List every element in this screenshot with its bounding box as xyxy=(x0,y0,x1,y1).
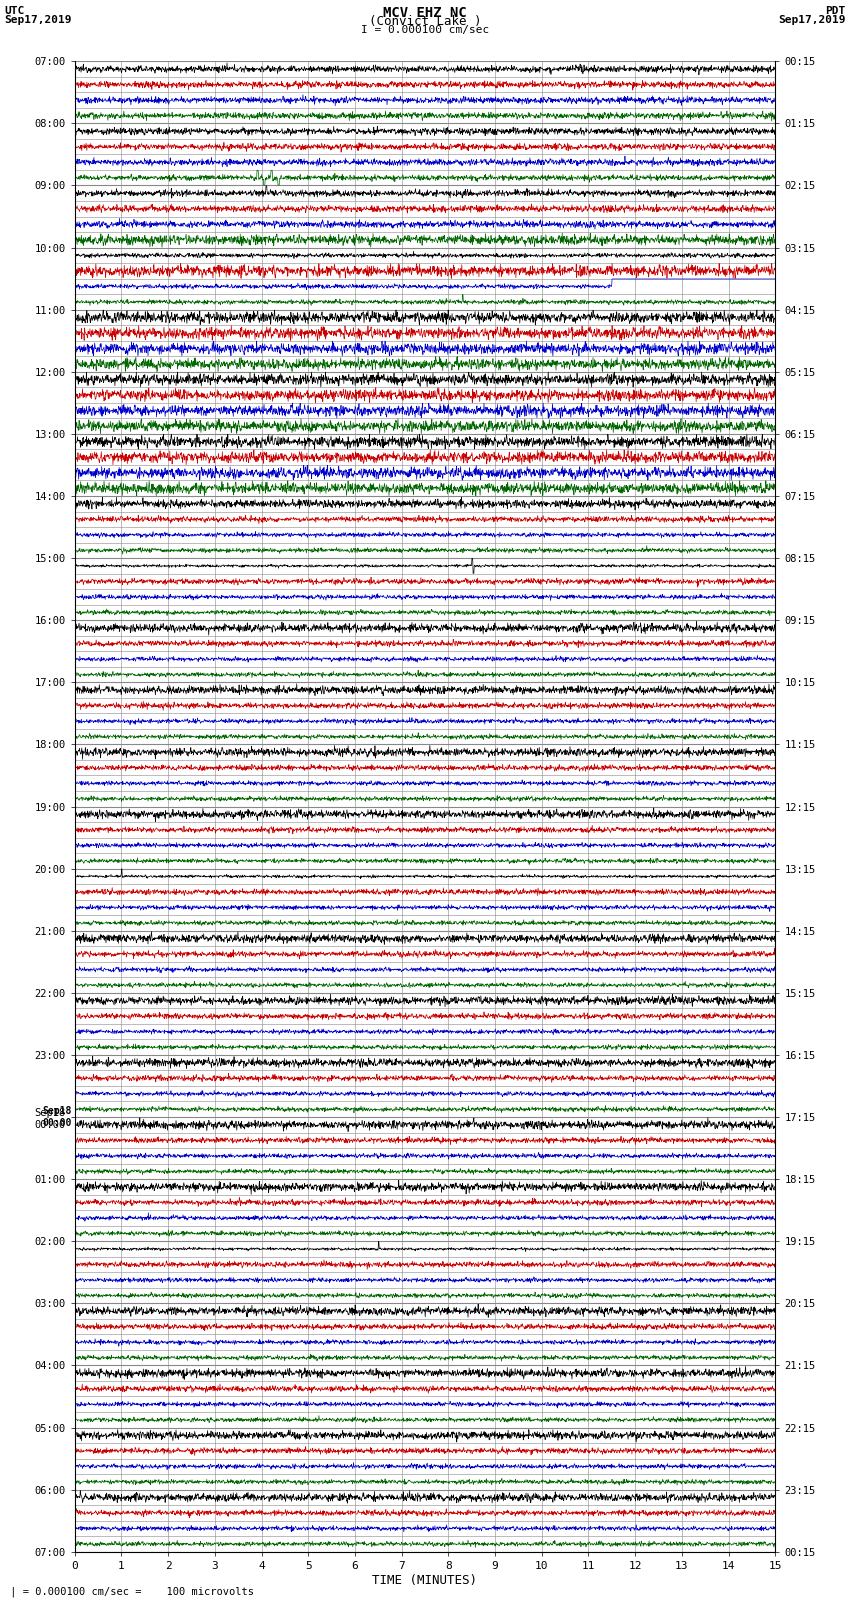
Text: Sep17,2019: Sep17,2019 xyxy=(779,16,846,26)
Text: I = 0.000100 cm/sec: I = 0.000100 cm/sec xyxy=(361,24,489,35)
Text: UTC: UTC xyxy=(4,5,25,16)
Text: (Convict Lake ): (Convict Lake ) xyxy=(369,16,481,29)
Text: MCV EHZ NC: MCV EHZ NC xyxy=(383,5,467,19)
Text: Sep18
00:00: Sep18 00:00 xyxy=(42,1107,71,1127)
Text: Sep17,2019: Sep17,2019 xyxy=(4,16,71,26)
Text: PDT: PDT xyxy=(825,5,846,16)
X-axis label: TIME (MINUTES): TIME (MINUTES) xyxy=(372,1574,478,1587)
Text: | = 0.000100 cm/sec =    100 microvolts: | = 0.000100 cm/sec = 100 microvolts xyxy=(4,1586,254,1597)
